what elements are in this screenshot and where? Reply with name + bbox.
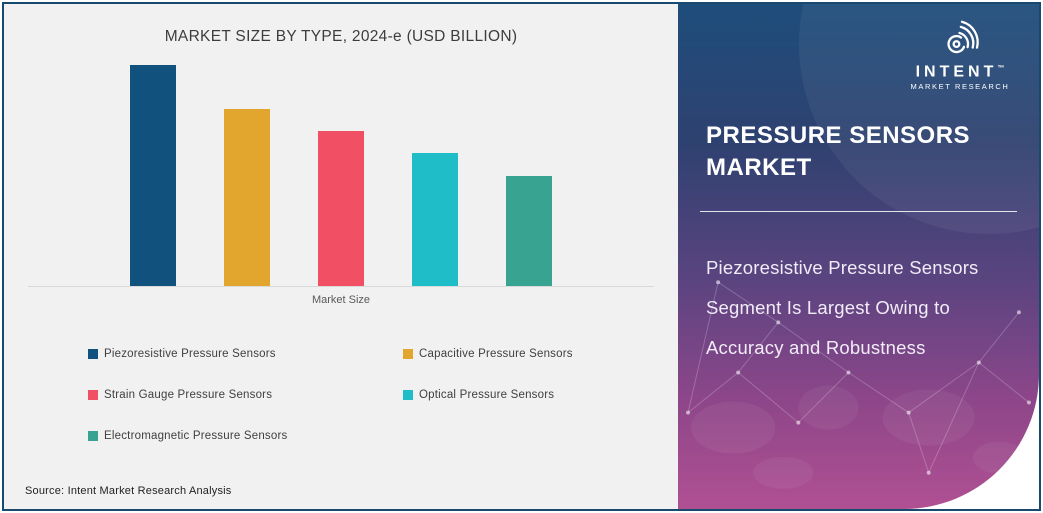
bar-capacitive-pressure-sensors — [224, 109, 270, 286]
trademark-symbol: ™ — [997, 65, 1005, 72]
source-note: Source: Intent Market Research Analysis — [25, 485, 232, 497]
side-panel: INTENT™ MARKET RESEARCH PRESSURE SENSORS… — [678, 4, 1039, 509]
legend-swatch-icon — [403, 349, 413, 359]
logo-tagline: MARKET RESEARCH — [910, 82, 1010, 92]
bar-electromagnetic-pressure-sensors — [506, 176, 552, 286]
legend-item-capacitive-pressure-sensors: Capacitive Pressure Sensors — [403, 348, 678, 360]
signal-arcs-icon — [947, 20, 979, 54]
legend-label: Optical Pressure Sensors — [419, 389, 555, 401]
chart-legend: Piezoresistive Pressure Sensors Capacitiv… — [4, 348, 678, 442]
chart-title: MARKET SIZE BY TYPE, 2024-e (USD BILLION… — [164, 28, 518, 45]
logo-wordmark: INTENT™ — [915, 63, 1005, 81]
legend-item-optical-pressure-sensors: Optical Pressure Sensors — [403, 389, 678, 401]
legend-item-piezoresistive-pressure-sensors: Piezoresistive Pressure Sensors — [88, 348, 403, 360]
legend-swatch-icon — [88, 390, 98, 400]
bar-piezoresistive-pressure-sensors — [130, 65, 176, 286]
x-axis-label: Market Size — [311, 294, 371, 306]
x-axis-line — [28, 286, 654, 287]
legend-item-strain-gauge-pressure-sensors: Strain Gauge Pressure Sensors — [88, 389, 403, 401]
legend-label: Piezoresistive Pressure Sensors — [104, 348, 276, 360]
legend-swatch-icon — [403, 390, 413, 400]
brand-logo: INTENT™ MARKET RESEARCH — [895, 14, 1025, 91]
legend-item-electromagnetic-pressure-sensors: Electromagnetic Pressure Sensors — [88, 430, 403, 442]
bar-strain-gauge-pressure-sensors — [318, 131, 364, 286]
divider-line — [700, 211, 1017, 213]
legend-label: Electromagnetic Pressure Sensors — [104, 430, 288, 442]
legend-swatch-icon — [88, 431, 98, 441]
bar-chart — [4, 54, 678, 286]
legend-label: Capacitive Pressure Sensors — [419, 348, 573, 360]
bar-optical-pressure-sensors — [412, 153, 458, 286]
chart-pane: MARKET SIZE BY TYPE, 2024-e (USD BILLION… — [4, 4, 678, 509]
legend-swatch-icon — [88, 349, 98, 359]
panel-description: Piezoresistive Pressure Sensors Segment … — [706, 257, 979, 358]
panel-title: PRESSURE SENSORS MARKET — [706, 122, 971, 181]
legend-label: Strain Gauge Pressure Sensors — [104, 389, 273, 401]
